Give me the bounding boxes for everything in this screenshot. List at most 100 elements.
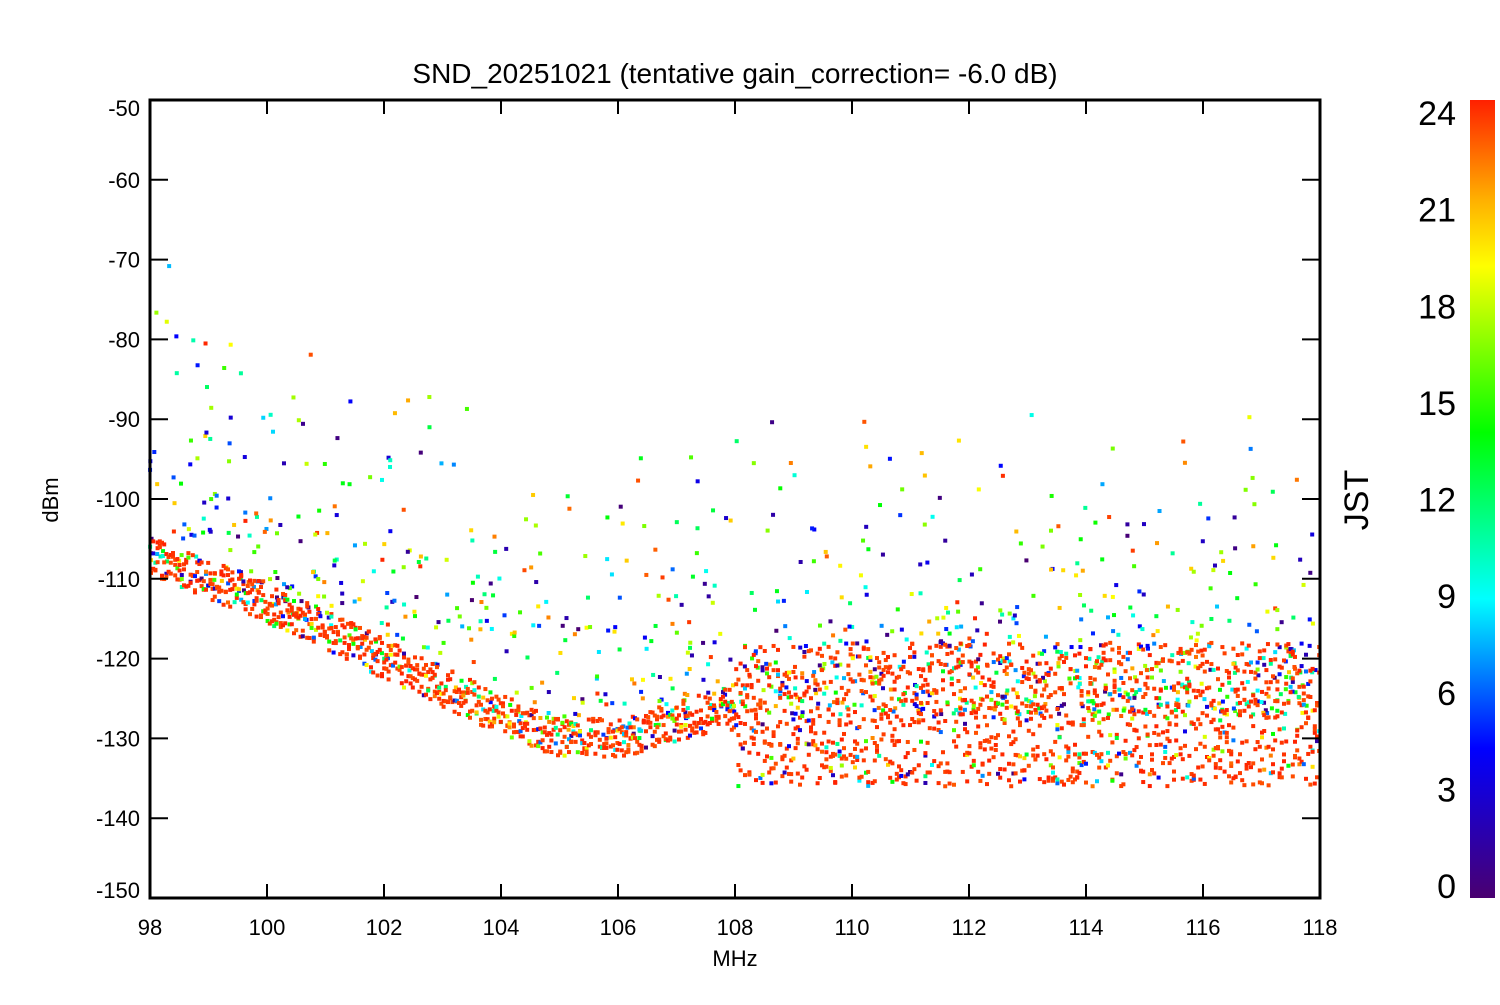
data-point — [1018, 754, 1022, 759]
data-point — [980, 773, 985, 778]
data-point — [765, 754, 769, 759]
data-point — [635, 739, 640, 744]
data-point — [1090, 749, 1095, 754]
data-point — [1312, 730, 1317, 735]
data-point — [360, 579, 365, 584]
data-point — [503, 714, 508, 719]
data-point — [1147, 743, 1152, 748]
data-point — [1084, 780, 1088, 785]
data-point — [743, 645, 747, 650]
data-point — [936, 764, 941, 769]
data-point — [594, 676, 599, 681]
data-point — [965, 750, 970, 755]
data-point — [525, 655, 530, 660]
data-point — [734, 682, 739, 687]
data-point — [243, 510, 248, 515]
data-point — [1055, 706, 1060, 711]
x-tick-label: 104 — [483, 915, 520, 940]
data-point — [723, 687, 728, 692]
data-point — [1229, 761, 1234, 766]
data-point — [776, 599, 781, 604]
data-point — [167, 264, 172, 269]
data-point — [534, 727, 538, 732]
data-point — [340, 650, 345, 655]
data-point — [483, 708, 488, 713]
data-point — [450, 669, 455, 674]
data-point — [558, 749, 563, 754]
data-point — [1185, 676, 1190, 681]
data-point — [1081, 603, 1086, 608]
data-point — [512, 634, 517, 639]
data-point — [602, 754, 607, 759]
data-point — [674, 594, 679, 599]
data-point — [703, 695, 708, 700]
data-point — [1031, 671, 1036, 676]
data-point — [604, 741, 609, 746]
data-point — [877, 660, 882, 665]
data-point — [919, 685, 923, 690]
data-point — [903, 774, 908, 779]
data-point — [402, 651, 406, 656]
colorbar-tick-label: 24 — [1418, 95, 1456, 133]
data-point — [1175, 697, 1180, 702]
data-point — [1306, 681, 1311, 686]
data-point — [1216, 744, 1220, 749]
data-point — [155, 552, 160, 557]
data-point — [899, 718, 904, 723]
data-point — [628, 736, 633, 741]
data-point — [934, 699, 939, 704]
data-point — [806, 649, 811, 654]
data-point — [516, 708, 521, 713]
data-point — [296, 615, 301, 620]
data-point — [556, 716, 560, 721]
data-point — [1137, 589, 1142, 594]
data-point — [879, 671, 884, 676]
data-point — [749, 685, 754, 690]
data-point — [618, 504, 623, 509]
data-point — [274, 595, 279, 600]
data-point — [1205, 755, 1209, 760]
data-point — [1145, 643, 1150, 648]
data-point — [899, 773, 904, 778]
data-point — [340, 481, 345, 486]
data-point — [1007, 641, 1011, 646]
data-point — [846, 672, 851, 677]
data-point — [978, 567, 983, 572]
data-point — [1256, 699, 1261, 704]
data-point — [828, 765, 833, 770]
data-point — [892, 653, 897, 658]
data-point — [496, 714, 501, 719]
data-point — [1075, 561, 1080, 566]
data-point — [1029, 684, 1033, 689]
data-point — [228, 578, 233, 583]
data-point — [743, 773, 747, 778]
data-point — [493, 549, 498, 554]
data-point — [866, 547, 871, 552]
data-point — [1044, 708, 1049, 713]
data-point — [171, 475, 176, 480]
data-point — [1165, 704, 1170, 709]
data-point — [1304, 652, 1308, 657]
data-point — [736, 784, 741, 789]
data-point — [771, 730, 776, 735]
data-point — [837, 749, 842, 754]
data-point — [1150, 675, 1154, 680]
data-point — [545, 749, 549, 754]
data-point — [848, 752, 853, 757]
data-point — [1180, 658, 1185, 663]
data-point — [828, 754, 833, 759]
data-point — [523, 721, 527, 726]
data-point — [392, 598, 397, 603]
data-point — [1202, 697, 1207, 702]
data-point — [919, 739, 923, 744]
data-point — [706, 662, 711, 667]
data-point — [1205, 659, 1209, 664]
data-point — [1238, 700, 1242, 705]
data-point — [1253, 670, 1258, 675]
data-point — [452, 698, 457, 703]
data-point — [855, 757, 860, 762]
data-point — [1165, 716, 1170, 721]
data-point — [1304, 703, 1309, 708]
data-point — [1087, 708, 1092, 713]
data-point — [677, 737, 681, 742]
